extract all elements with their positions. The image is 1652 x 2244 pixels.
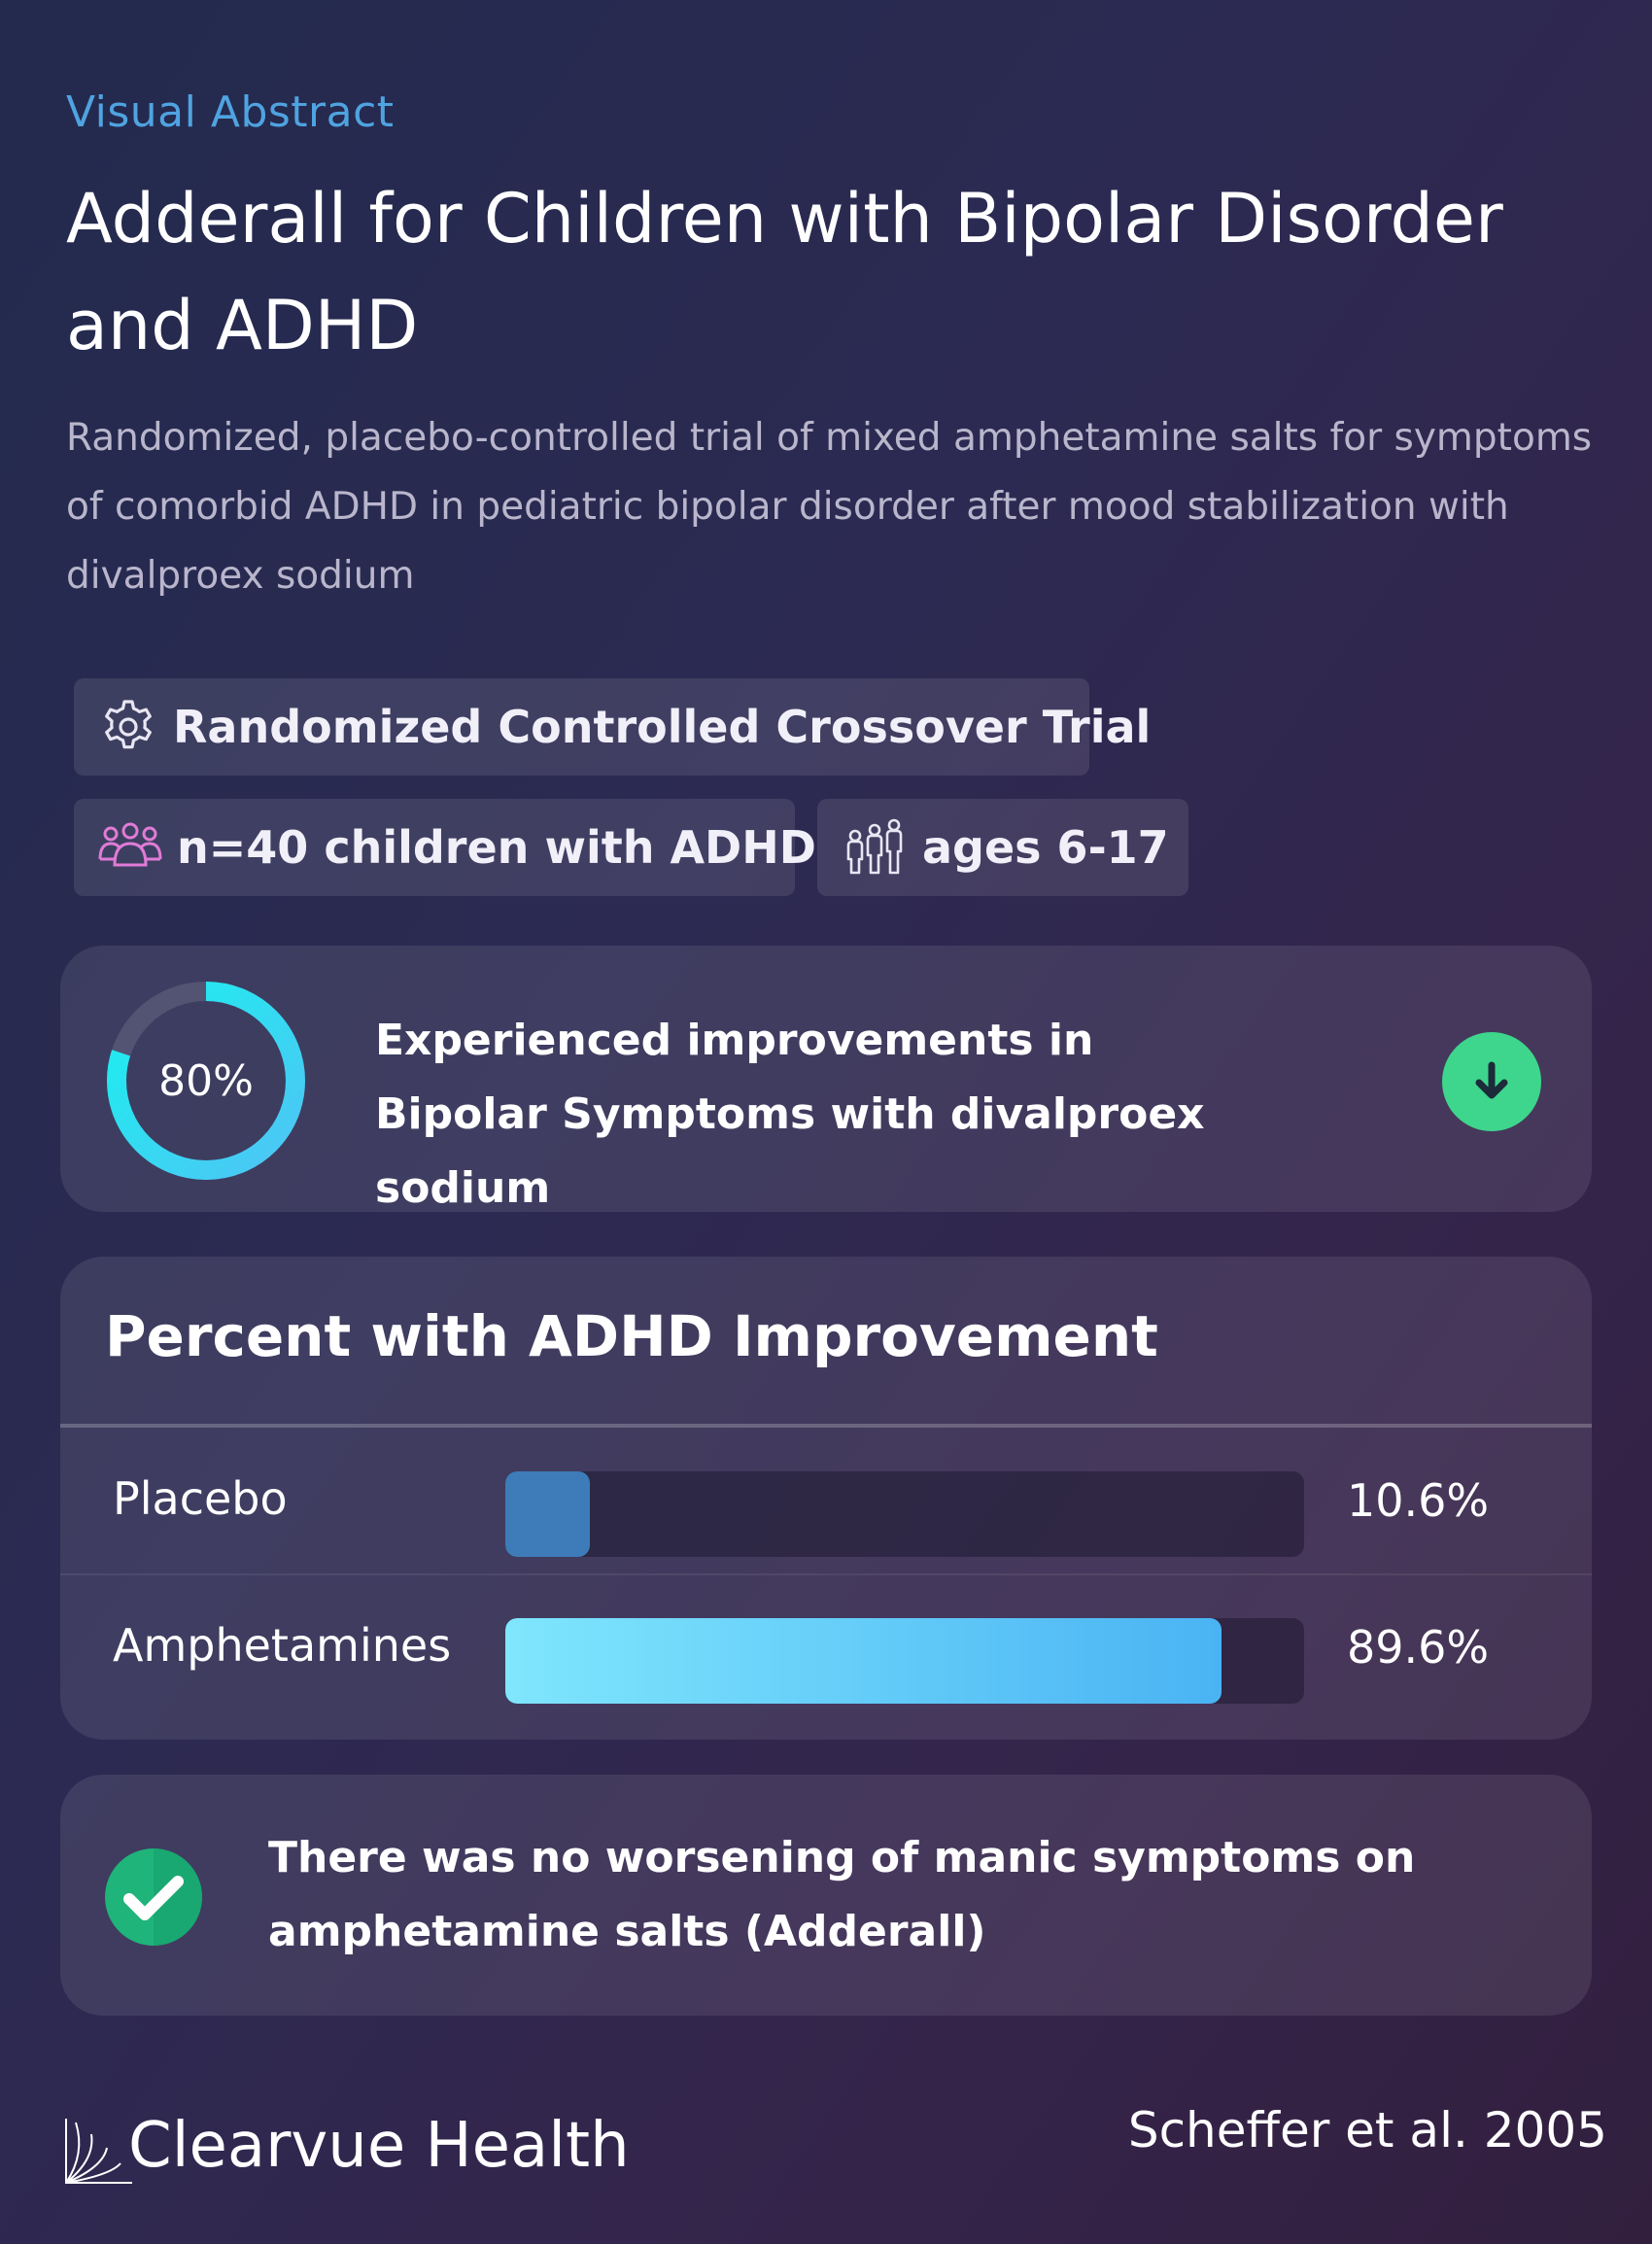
- bar-track-amphetamines: [505, 1618, 1304, 1704]
- bar-amphetamines: [505, 1618, 1222, 1704]
- chart-title: Percent with ADHD Improvement: [105, 1303, 1158, 1369]
- progress-ring: [107, 982, 305, 1180]
- chart-divider: [60, 1424, 1592, 1428]
- bar-placebo: [505, 1471, 591, 1557]
- study-design-label: Randomized Controlled Crossover Trial: [173, 701, 1152, 753]
- brand-mark-icon: [65, 2119, 132, 2184]
- age-range-tag: ages 6-17: [817, 799, 1188, 896]
- people-group-icon: [97, 813, 163, 881]
- safety-note-card: There was no worsening of manic symptoms…: [60, 1775, 1592, 2016]
- bar-label-amphetamines: Amphetamines: [113, 1619, 452, 1672]
- page-subtitle: Randomized, placebo-controlled trial of …: [66, 416, 1593, 598]
- row-separator: [60, 1573, 1592, 1575]
- arrow-down-icon: [1475, 1061, 1508, 1099]
- safety-note-text: There was no worsening of manic symptoms…: [268, 1833, 1416, 1956]
- gear-icon: [97, 693, 159, 761]
- brand-name: Clearvue Health: [128, 2110, 630, 2182]
- arrow-down-button[interactable]: [1442, 1032, 1541, 1131]
- check-circle-icon: [105, 1848, 202, 1946]
- bar-row-amphetamines: Amphetamines 89.6%: [60, 1574, 1592, 1720]
- bar-track-placebo: [505, 1471, 1304, 1557]
- bipolar-improvement-card: 80% Experienced improvements in Bipolar …: [60, 946, 1592, 1213]
- age-range-label: ages 6-17: [922, 821, 1169, 874]
- sample-size-label: n=40 children with ADHD: [177, 821, 816, 874]
- study-design-tag: Randomized Controlled Crossover Trial: [74, 678, 1151, 776]
- sample-size-tag: n=40 children with ADHD: [74, 799, 816, 896]
- eyebrow-label: Visual Abstract: [66, 87, 395, 137]
- bipolar-improvement-text: Experienced improvements in Bipolar Symp…: [375, 1016, 1205, 1213]
- bar-label-placebo: Placebo: [113, 1472, 288, 1525]
- percent-label: 80%: [158, 1055, 254, 1106]
- family-icon: [841, 813, 909, 881]
- bar-value-placebo: 10.6%: [1347, 1474, 1490, 1527]
- bar-row-placebo: Placebo 10.6%: [60, 1428, 1592, 1573]
- citation: Scheffer et al. 2005: [1127, 2102, 1607, 2158]
- adhd-improvement-chart: Percent with ADHD Improvement Placebo 10…: [60, 1257, 1592, 1740]
- page-title: Adderall for Children with Bipolar Disor…: [66, 179, 1503, 365]
- brand-logo: Clearvue Health: [64, 2097, 630, 2185]
- bar-value-amphetamines: 89.6%: [1347, 1621, 1490, 1674]
